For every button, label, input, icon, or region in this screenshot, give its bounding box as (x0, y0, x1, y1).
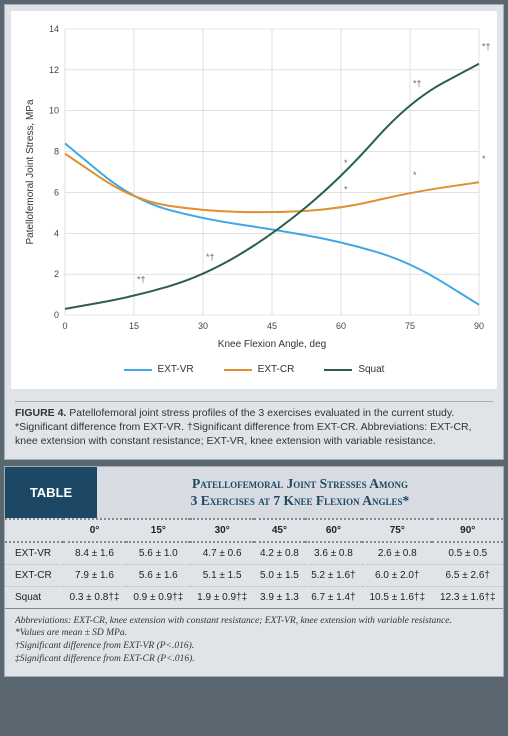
svg-text:14: 14 (49, 24, 59, 34)
figure-label: FIGURE 4. (15, 407, 66, 419)
svg-text:0: 0 (62, 321, 67, 331)
svg-text:*†: *† (413, 78, 422, 88)
cell: 8.4 ± 1.6 (63, 542, 127, 565)
cell: 5.1 ± 1.5 (190, 564, 254, 586)
table-row: EXT-CR7.9 ± 1.65.6 ± 1.65.1 ± 1.55.0 ± 1… (5, 564, 503, 586)
cell: 6.0 ± 2.0† (362, 564, 432, 586)
cell: 0.3 ± 0.8†‡ (63, 586, 127, 608)
svg-text:8: 8 (54, 147, 59, 157)
svg-text:*: * (482, 154, 486, 164)
svg-text:12: 12 (49, 65, 59, 75)
row-label: EXT-VR (5, 542, 63, 565)
svg-text:75: 75 (405, 321, 415, 331)
col-header: 60° (305, 519, 362, 542)
svg-text:*†: *† (206, 252, 215, 262)
svg-text:60: 60 (336, 321, 346, 331)
figure-panel: 0 2 4 6 8 10 12 14 0 15 30 45 60 75 90 Knee Flexion Ang… (4, 4, 504, 460)
footnote: Abbreviations: EXT-CR, knee extension wi… (15, 615, 493, 628)
svg-text:*: * (413, 170, 417, 180)
legend-swatch (324, 369, 352, 371)
table-row: Squat0.3 ± 0.8†‡0.9 ± 0.9†‡1.9 ± 0.9†‡3.… (5, 586, 503, 608)
cell: 4.2 ± 0.8 (254, 542, 305, 565)
cell: 4.7 ± 0.6 (190, 542, 254, 565)
table-title: Patellofemoral Joint Stresses Among 3 Ex… (97, 467, 503, 518)
table-badge: TABLE (5, 467, 97, 518)
cell: 0.9 ± 0.9†‡ (126, 586, 190, 608)
cell: 1.9 ± 0.9†‡ (190, 586, 254, 608)
chart-area: 0 2 4 6 8 10 12 14 0 15 30 45 60 75 90 Knee Flexion Ang… (11, 11, 497, 389)
svg-text:Patellofemoral Joint Stress, M: Patellofemoral Joint Stress, MPa (25, 99, 36, 244)
figure-caption-text: Patellofemoral joint stress profiles of … (15, 407, 472, 447)
cell: 0.5 ± 0.5 (432, 542, 503, 565)
col-header: 75° (362, 519, 432, 542)
line-chart: 0 2 4 6 8 10 12 14 0 15 30 45 60 75 90 Knee Flexion Ang… (21, 21, 491, 351)
svg-text:30: 30 (198, 321, 208, 331)
col-header: 15° (126, 519, 190, 542)
footnote: *Values are mean ± SD MPa. (15, 627, 493, 640)
legend-label: EXT-CR (258, 364, 295, 375)
svg-text:2: 2 (54, 269, 59, 279)
legend-label: Squat (358, 364, 384, 375)
legend-item: EXT-CR (224, 364, 295, 375)
legend-item: EXT-VR (124, 364, 194, 375)
cell: 12.3 ± 1.6†‡ (432, 586, 503, 608)
col-header (5, 519, 63, 542)
table-footnotes: Abbreviations: EXT-CR, knee extension wi… (5, 609, 503, 676)
figure-caption: FIGURE 4. Patellofemoral joint stress pr… (5, 395, 503, 459)
data-table: 0°15°30°45°60°75°90° EXT-VR8.4 ± 1.65.6 … (5, 518, 503, 609)
footnote: †Significant difference from EXT-VR (P<.… (15, 640, 493, 653)
svg-text:0: 0 (54, 310, 59, 320)
footnote: ‡Significant difference from EXT-CR (P<.… (15, 653, 493, 666)
cell: 10.5 ± 1.6†‡ (362, 586, 432, 608)
svg-text:45: 45 (267, 321, 277, 331)
legend-swatch (124, 369, 152, 371)
cell: 7.9 ± 1.6 (63, 564, 127, 586)
cell: 6.5 ± 2.6† (432, 564, 503, 586)
svg-text:6: 6 (54, 187, 59, 197)
svg-text:90: 90 (474, 321, 484, 331)
table-row: EXT-VR8.4 ± 1.65.6 ± 1.04.7 ± 0.64.2 ± 0… (5, 542, 503, 565)
legend-label: EXT-VR (158, 364, 194, 375)
cell: 3.9 ± 1.3 (254, 586, 305, 608)
col-header: 30° (190, 519, 254, 542)
legend-item: Squat (324, 364, 384, 375)
cell: 2.6 ± 0.8 (362, 542, 432, 565)
svg-text:*: * (344, 185, 348, 195)
legend-swatch (224, 369, 252, 371)
svg-text:15: 15 (129, 321, 139, 331)
legend: EXT-VR EXT-CR Squat (21, 364, 487, 375)
row-label: EXT-CR (5, 564, 63, 586)
cell: 6.7 ± 1.4† (305, 586, 362, 608)
row-label: Squat (5, 586, 63, 608)
cell: 5.6 ± 1.6 (126, 564, 190, 586)
svg-text:*†: *† (137, 274, 146, 284)
svg-text:4: 4 (54, 228, 59, 238)
cell: 5.0 ± 1.5 (254, 564, 305, 586)
cell: 3.6 ± 0.8 (305, 542, 362, 565)
cell: 5.6 ± 1.0 (126, 542, 190, 565)
col-header: 90° (432, 519, 503, 542)
col-header: 0° (63, 519, 127, 542)
table-panel: TABLE Patellofemoral Joint Stresses Amon… (4, 466, 504, 677)
cell: 5.2 ± 1.6† (305, 564, 362, 586)
svg-text:*†: *† (482, 42, 491, 52)
col-header: 45° (254, 519, 305, 542)
svg-text:Knee Flexion Angle, deg: Knee Flexion Angle, deg (218, 339, 326, 350)
svg-text:10: 10 (49, 106, 59, 116)
svg-text:*: * (344, 158, 348, 168)
